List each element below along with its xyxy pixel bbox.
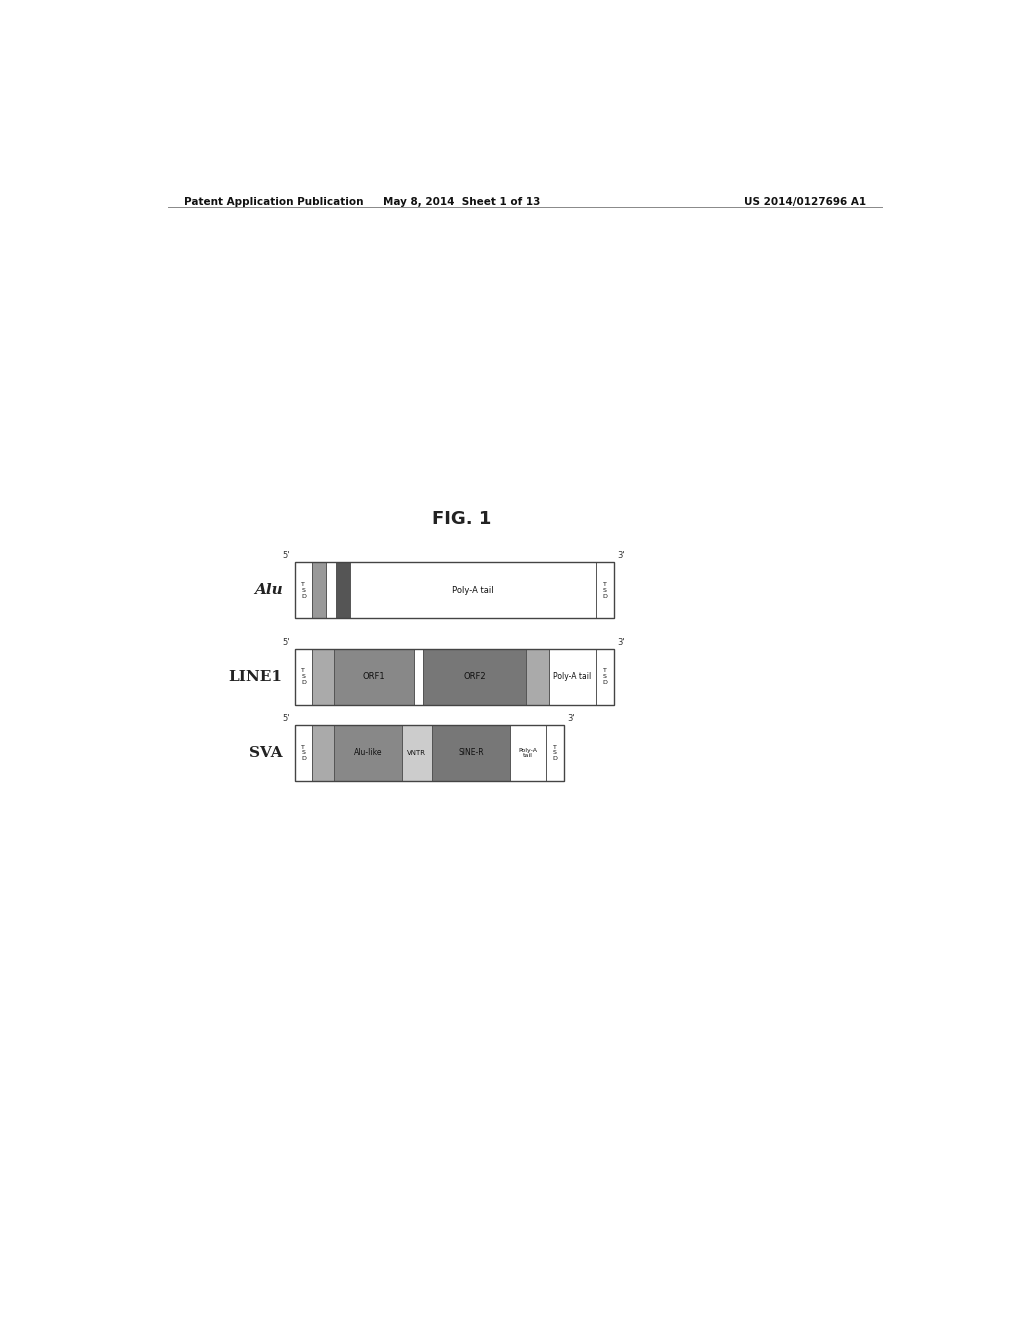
Bar <box>336 562 350 618</box>
Bar <box>295 562 613 618</box>
Bar <box>334 649 414 705</box>
Text: 3': 3' <box>567 714 574 723</box>
Bar <box>596 562 613 618</box>
Bar <box>312 725 334 781</box>
Bar <box>526 649 549 705</box>
Text: SVA: SVA <box>249 746 283 760</box>
Bar <box>546 725 563 781</box>
Text: T
S
D: T S D <box>301 668 306 685</box>
Text: May 8, 2014  Sheet 1 of 13: May 8, 2014 Sheet 1 of 13 <box>383 197 540 207</box>
Text: T
S
D: T S D <box>602 668 607 685</box>
Bar <box>312 725 334 781</box>
Bar <box>295 649 312 705</box>
Bar <box>510 725 546 781</box>
Bar <box>295 562 312 618</box>
Text: Poly-A tail: Poly-A tail <box>453 586 494 595</box>
Bar <box>423 649 526 705</box>
Bar <box>295 562 312 618</box>
Text: Poly-A
tail: Poly-A tail <box>518 747 538 759</box>
Bar <box>327 562 336 618</box>
Text: 5': 5' <box>283 552 290 561</box>
Bar <box>432 725 510 781</box>
Bar <box>312 562 327 618</box>
Text: Poly-A tail: Poly-A tail <box>553 672 592 681</box>
Bar <box>295 649 613 705</box>
Text: VNTR: VNTR <box>408 750 426 756</box>
Bar <box>414 649 423 705</box>
Bar <box>295 725 563 781</box>
Bar <box>401 725 432 781</box>
Bar <box>526 649 549 705</box>
Bar <box>336 562 350 618</box>
Bar <box>295 725 312 781</box>
Bar <box>350 562 596 618</box>
Text: Alu-like: Alu-like <box>354 748 382 758</box>
Bar <box>401 725 432 781</box>
Bar <box>327 562 336 618</box>
Bar <box>312 649 334 705</box>
Bar <box>312 562 327 618</box>
Text: T
S
D: T S D <box>602 582 607 599</box>
Text: US 2014/0127696 A1: US 2014/0127696 A1 <box>743 197 866 207</box>
Text: ORF2: ORF2 <box>464 672 486 681</box>
Text: 5': 5' <box>283 638 290 647</box>
Bar <box>549 649 596 705</box>
Bar <box>596 649 613 705</box>
Text: ORF1: ORF1 <box>362 672 385 681</box>
Bar <box>334 649 414 705</box>
Text: 5': 5' <box>283 714 290 723</box>
Bar <box>334 725 401 781</box>
Text: T
S
D: T S D <box>301 744 306 762</box>
Bar <box>596 649 613 705</box>
Text: FIG. 1: FIG. 1 <box>432 511 490 528</box>
Bar <box>423 649 526 705</box>
Bar <box>350 562 596 618</box>
Bar <box>414 649 423 705</box>
Text: SINE-R: SINE-R <box>458 748 483 758</box>
Bar <box>510 725 546 781</box>
Text: Patent Application Publication: Patent Application Publication <box>183 197 364 207</box>
Text: T
S
D: T S D <box>553 744 557 762</box>
Text: LINE1: LINE1 <box>228 669 283 684</box>
Bar <box>596 562 613 618</box>
Text: Alu: Alu <box>254 583 283 598</box>
Bar <box>334 725 401 781</box>
Text: T
S
D: T S D <box>301 582 306 599</box>
Bar <box>549 649 596 705</box>
Text: 3': 3' <box>616 552 625 561</box>
Bar <box>432 725 510 781</box>
Bar <box>295 649 312 705</box>
Bar <box>312 649 334 705</box>
Bar <box>295 725 312 781</box>
Bar <box>546 725 563 781</box>
Text: 3': 3' <box>616 638 625 647</box>
